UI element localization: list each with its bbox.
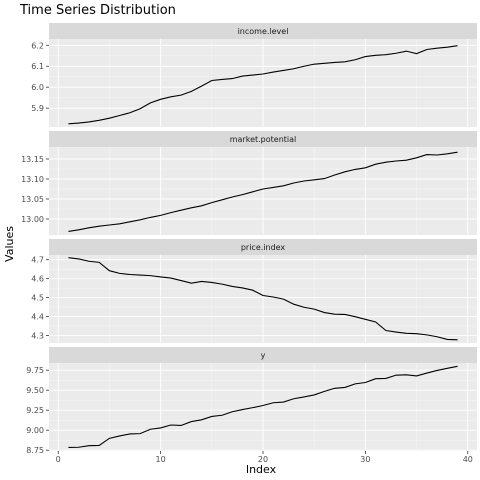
facet-strip xyxy=(49,347,477,363)
y-tick-label: 9.75 xyxy=(26,366,44,375)
y-tick-label: 6.2 xyxy=(31,41,44,50)
y-tick-label: 6.1 xyxy=(31,62,44,71)
facet-strip-label: income.level xyxy=(238,27,289,36)
x-axis: 0 10 20 30 40 xyxy=(56,451,473,464)
facet-panel-3: y 8.75 9.00 9.25 9.50 9.75 xyxy=(26,347,477,455)
y-tick-label: 9.50 xyxy=(26,386,44,395)
series-line-income-level xyxy=(68,45,458,125)
y-tick-label: 6.0 xyxy=(31,83,44,92)
y-axis-title: Values xyxy=(3,226,16,262)
x-tick-label: 0 xyxy=(56,455,61,464)
series-line-price-index xyxy=(68,257,458,341)
facet-strip-label: y xyxy=(261,351,266,360)
facet-strip xyxy=(49,239,477,255)
chart-title: Time Series Distribution xyxy=(19,3,176,18)
facet-strip xyxy=(49,23,477,39)
x-tick-label: 30 xyxy=(360,455,370,464)
series-line-y xyxy=(68,365,458,448)
y-tick-label: 8.75 xyxy=(26,446,44,455)
y-tick-label: 4.7 xyxy=(31,256,44,265)
y-tick-label: 5.9 xyxy=(31,104,44,113)
y-tick-label: 9.00 xyxy=(26,426,44,435)
facet-panel-2: price.index 4.3 4.4 4.5 4.6 4.7 xyxy=(31,239,477,343)
series-line-market-potential xyxy=(68,151,458,232)
facet-panel-1: market.potential 13.00 13.05 13.10 13.15 xyxy=(21,131,477,235)
facet-strip-label: market.potential xyxy=(230,135,297,144)
x-tick-label: 40 xyxy=(463,455,473,464)
y-tick-label: 4.6 xyxy=(31,275,44,284)
x-tick-label: 20 xyxy=(258,455,268,464)
x-axis-title: Index xyxy=(246,463,277,476)
x-tick-label: 10 xyxy=(156,455,166,464)
chart-panels: income.level 5.9 6.0 6.1 6.2 market.potential… xyxy=(21,23,477,455)
y-tick-label: 9.25 xyxy=(26,406,44,415)
facet-strip xyxy=(49,131,477,147)
y-tick-label: 4.3 xyxy=(31,331,44,340)
y-tick-label: 4.5 xyxy=(31,294,44,303)
facet-strip-label: price.index xyxy=(241,243,286,252)
y-tick-label: 13.00 xyxy=(21,215,44,224)
facet-panel-0: income.level 5.9 6.0 6.1 6.2 xyxy=(31,23,477,127)
y-tick-label: 13.15 xyxy=(21,155,44,164)
y-tick-label: 4.4 xyxy=(31,313,44,322)
y-tick-label: 13.05 xyxy=(21,195,44,204)
y-tick-label: 13.10 xyxy=(21,175,44,184)
